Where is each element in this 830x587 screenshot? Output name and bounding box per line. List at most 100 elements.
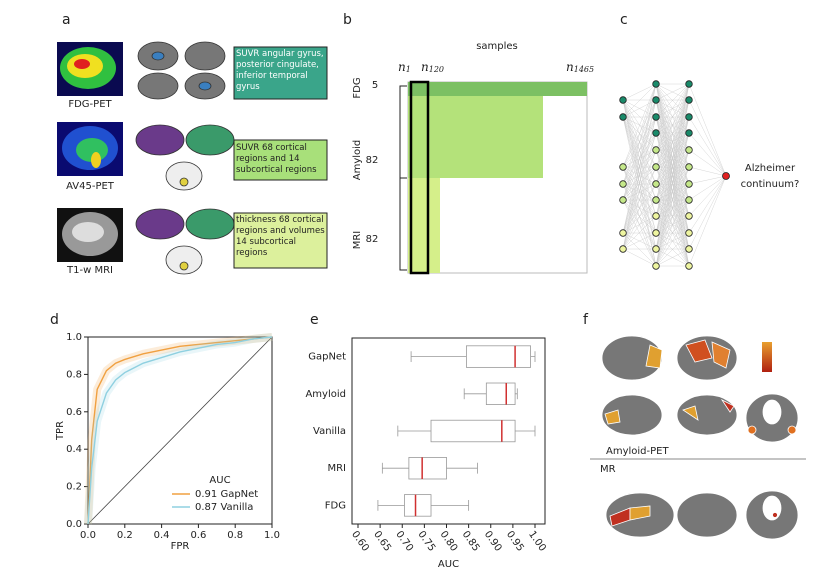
feature-box: [233, 46, 328, 100]
box: [485, 382, 516, 405]
edge: [622, 183, 657, 267]
y-axis-label: TPR: [55, 421, 66, 441]
category-label: Amyloid: [305, 389, 346, 400]
plot-frame: [87, 336, 273, 525]
node: [652, 262, 660, 270]
edge: [655, 83, 690, 118]
panel-label: f: [583, 312, 589, 328]
brain-icons: [135, 41, 235, 275]
plot-frame: [351, 337, 546, 525]
network: [619, 80, 730, 270]
box: [404, 494, 432, 517]
node: [619, 229, 627, 237]
node: [685, 129, 693, 137]
node: [685, 180, 693, 188]
edge: [655, 83, 690, 250]
row-label: FDG: [352, 77, 363, 98]
edge: [655, 99, 690, 267]
feature-text-wrap: SUVR angular gyrus, posterior cingulate,…: [236, 49, 324, 92]
edge: [622, 83, 657, 201]
edge: [622, 215, 657, 250]
chance-line: [87, 336, 273, 525]
modality-label: T1-w MRI: [66, 265, 113, 276]
category-label: MRI: [327, 463, 346, 474]
edge: [688, 175, 727, 267]
x-tick-label: 1.0: [264, 530, 280, 541]
edge: [655, 149, 690, 267]
edge: [622, 99, 657, 201]
node: [619, 113, 627, 121]
node: [685, 146, 693, 154]
output-label: Alzheimer: [745, 163, 796, 174]
x-tick-label: 0.70: [393, 529, 415, 554]
feature-text-wrap: SUVR 68 cortical regions and 14 subcorti…: [236, 143, 317, 175]
edge: [655, 83, 690, 201]
node: [652, 180, 660, 188]
node: [685, 80, 693, 88]
node: [652, 80, 660, 88]
edge: [688, 175, 727, 250]
edge: [622, 83, 657, 234]
column-label: n1465: [566, 60, 594, 75]
edge: [688, 116, 727, 177]
node: [652, 196, 660, 204]
y-tick-label: 0.8: [66, 369, 82, 380]
edge: [622, 83, 657, 168]
availability-matrix: [399, 80, 588, 275]
y-tick-label: 1.0: [66, 332, 82, 343]
edge: [622, 83, 657, 185]
edge: [655, 83, 690, 185]
edge: [655, 183, 690, 267]
box: [466, 345, 531, 368]
x-tick-label: 0.90: [482, 529, 504, 554]
node: [652, 113, 660, 121]
y-tick-label: 0.4: [66, 444, 82, 455]
panel-label: a: [62, 12, 71, 28]
node: [619, 180, 627, 188]
column-label: n120: [421, 60, 444, 75]
n: n: [566, 60, 574, 74]
node: [652, 129, 660, 137]
edge: [655, 83, 690, 267]
edge: [622, 99, 657, 250]
legend-label: 0.91 GapNet: [195, 489, 258, 500]
node: [685, 262, 693, 270]
node: [619, 245, 627, 253]
edge: [655, 83, 690, 234]
x-tick-label: 1.00: [526, 529, 548, 554]
edge: [655, 83, 690, 101]
edge: [688, 132, 727, 177]
node: [685, 212, 693, 220]
feature-text-wrap: thickness 68 cortical regions and volume…: [236, 215, 325, 258]
node: [619, 196, 627, 204]
panel-label: b: [343, 12, 352, 28]
node: [685, 96, 693, 104]
x-tick-label: 0.65: [371, 529, 393, 554]
y-tick-label: 0.0: [66, 519, 82, 530]
node: [685, 113, 693, 121]
node: [619, 96, 627, 104]
roc-line: [87, 336, 273, 525]
x-tick-label: 0.95: [504, 529, 526, 554]
edge: [622, 83, 657, 101]
node: [685, 196, 693, 204]
modality-label: FDG-PET: [68, 99, 112, 110]
edge: [622, 199, 657, 250]
edge: [622, 248, 657, 267]
edge: [655, 248, 690, 267]
edge: [688, 175, 727, 234]
panel-label: c: [620, 12, 628, 28]
edge: [655, 83, 690, 151]
output-label: continuum?: [741, 179, 800, 190]
edge: [655, 83, 690, 168]
category-label: FDG: [325, 500, 346, 511]
x-tick-label: 0.60: [349, 529, 371, 554]
roc-line: [87, 336, 273, 525]
edge: [622, 183, 657, 250]
y-tick-label: 0.6: [66, 407, 82, 418]
x-tick-label: 0.0: [80, 530, 96, 541]
legend-label: 0.87 Vanilla: [195, 502, 253, 513]
feature-box: [233, 139, 328, 181]
x-tick-label: 0.6: [190, 530, 206, 541]
sub: 1465: [574, 65, 594, 74]
